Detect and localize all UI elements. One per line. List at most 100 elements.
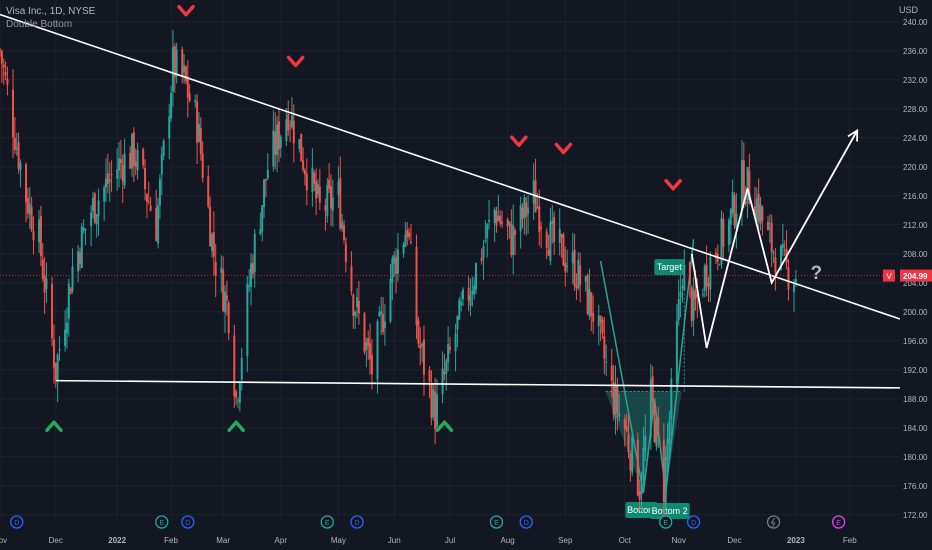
candle-body <box>566 265 569 268</box>
event-icons[interactable]: EEEEEEDDDDD <box>0 515 846 529</box>
candle-body <box>653 406 656 443</box>
candle-body <box>677 298 680 321</box>
bottom-2-label-box <box>649 503 690 519</box>
dividend-icon[interactable] <box>10 515 24 529</box>
candle-body <box>768 227 771 229</box>
candle-body <box>417 320 420 344</box>
earnings-icon[interactable] <box>320 515 334 529</box>
candle-body <box>690 287 693 322</box>
candle-body <box>65 322 68 334</box>
candle-body <box>369 343 372 360</box>
double-bottom-zigzag <box>599 239 695 494</box>
y-tick-label: 220.00 <box>903 163 928 172</box>
candle-body <box>289 125 292 127</box>
earnings-icon[interactable] <box>659 515 673 529</box>
x-tick-label: Sep <box>558 536 573 545</box>
candle-body <box>753 206 756 217</box>
candle-body <box>727 220 730 245</box>
candle-body <box>793 284 796 293</box>
top-marker-icon <box>664 179 682 191</box>
candle-body <box>210 234 213 251</box>
candle-body <box>123 153 126 186</box>
candle-body <box>460 301 463 305</box>
candle-body <box>774 257 777 274</box>
candle-body <box>512 225 515 256</box>
candle-body <box>519 204 522 232</box>
dividend-icon[interactable] <box>519 515 533 529</box>
lightning-icon[interactable] <box>766 515 781 529</box>
candle-body <box>237 400 240 402</box>
candle-body <box>136 149 139 171</box>
candle-body <box>486 224 489 239</box>
symbol-tag-box <box>883 269 895 282</box>
candle-body <box>588 289 591 317</box>
candle-body <box>303 170 306 175</box>
dividend-icon[interactable] <box>686 515 701 529</box>
earnings-icon[interactable] <box>155 515 169 529</box>
candle-body <box>538 206 541 232</box>
candle-body <box>662 440 665 502</box>
candle-body <box>316 184 319 195</box>
candle-body <box>41 259 44 279</box>
candle-body <box>158 179 161 206</box>
annotation-markers: ? <box>45 5 822 432</box>
candle-body <box>521 207 524 220</box>
top-marker-icon <box>554 142 573 155</box>
candle-body <box>449 346 451 350</box>
candle-body <box>475 263 478 290</box>
candle-body <box>110 173 113 175</box>
candle-body <box>514 230 517 236</box>
dividend-icon-letter: D <box>354 520 359 527</box>
dividend-icon[interactable] <box>181 515 195 529</box>
candle-body <box>391 258 394 283</box>
candle-body <box>328 179 331 189</box>
y-tick-label: 240.00 <box>903 18 928 27</box>
candle-body <box>108 179 111 182</box>
candle-body <box>761 206 764 222</box>
candle-body <box>748 170 751 204</box>
chart-title-block: Visa Inc., 1D, NYSE Double Bottom <box>6 5 95 31</box>
top-marker-icon <box>286 55 305 68</box>
candle-body <box>201 153 204 178</box>
candle-body <box>253 233 256 272</box>
y-tick-label: 172.00 <box>903 511 928 520</box>
candle-body <box>227 303 230 333</box>
target-label: Target <box>657 262 683 272</box>
earnings-icon[interactable] <box>489 515 504 529</box>
dividend-icon[interactable] <box>350 515 364 529</box>
candle-body <box>668 421 671 444</box>
candle-body <box>703 265 706 291</box>
candle-body <box>248 286 251 288</box>
candle-body <box>560 234 563 238</box>
bottom-marker-icon <box>227 420 245 432</box>
candle-body <box>331 197 334 211</box>
earnings-icon[interactable] <box>831 515 846 529</box>
candle-body <box>214 262 217 276</box>
symbol-tag: V <box>886 272 892 281</box>
candle-body <box>709 256 712 290</box>
projection-arrowhead <box>847 128 859 142</box>
candle-body <box>644 435 647 451</box>
candle-body <box>694 289 697 299</box>
candle-body <box>277 121 280 150</box>
candle-body <box>688 262 691 285</box>
y-tick-label: 212.00 <box>903 221 928 230</box>
candle-body <box>367 337 370 346</box>
candle-body <box>170 92 173 119</box>
candle-body <box>344 243 347 262</box>
candle-body <box>363 313 366 352</box>
candle-body <box>197 124 200 142</box>
candle-body <box>618 413 621 417</box>
candle-body <box>194 100 197 103</box>
candle-body <box>527 207 530 214</box>
candle-body <box>90 212 93 227</box>
candle-body <box>422 339 425 375</box>
candle-body <box>246 283 249 357</box>
candle-body <box>720 218 723 265</box>
candle-body <box>38 219 41 243</box>
x-tick-label: Jul <box>445 536 455 545</box>
x-tick-label: Dec <box>49 536 63 545</box>
candle-body <box>484 240 487 242</box>
candle-body <box>488 219 491 222</box>
